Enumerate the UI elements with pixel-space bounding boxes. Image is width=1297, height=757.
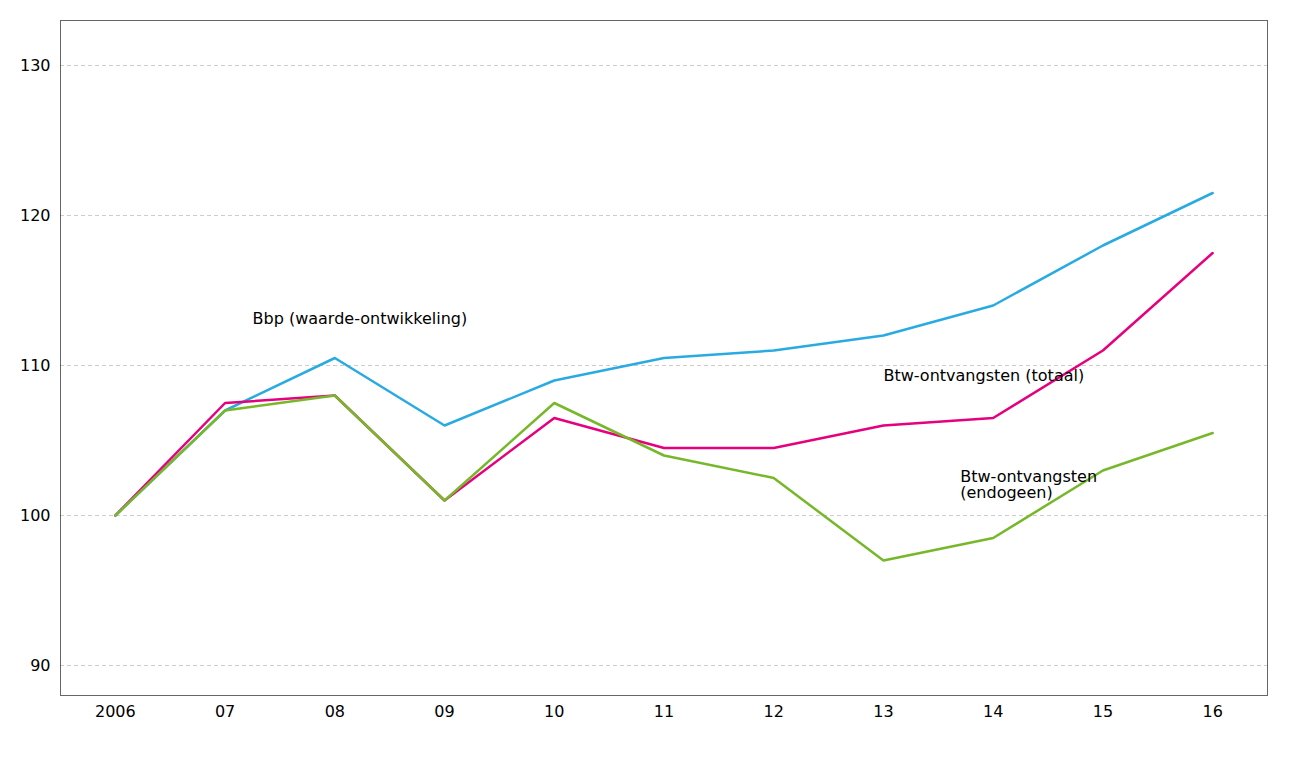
- svg-text:14: 14: [983, 702, 1003, 721]
- svg-text:Btw-ontvangsten(endogeen): Btw-ontvangsten(endogeen): [960, 467, 1097, 502]
- svg-text:11: 11: [654, 702, 674, 721]
- svg-text:16: 16: [1202, 702, 1222, 721]
- svg-text:90: 90: [30, 656, 50, 675]
- svg-text:110: 110: [20, 356, 51, 375]
- svg-text:120: 120: [20, 206, 51, 225]
- svg-text:09: 09: [434, 702, 454, 721]
- svg-text:13: 13: [873, 702, 893, 721]
- svg-text:2006: 2006: [95, 702, 136, 721]
- svg-text:15: 15: [1093, 702, 1113, 721]
- svg-text:130: 130: [20, 56, 51, 75]
- svg-text:Bbp (waarde-ontwikkeling): Bbp (waarde-ontwikkeling): [253, 309, 468, 328]
- svg-text:100: 100: [20, 506, 51, 525]
- svg-text:10: 10: [544, 702, 564, 721]
- svg-text:07: 07: [215, 702, 235, 721]
- svg-text:08: 08: [325, 702, 345, 721]
- svg-text:12: 12: [764, 702, 784, 721]
- svg-text:Btw-ontvangsten (totaal): Btw-ontvangsten (totaal): [883, 366, 1084, 385]
